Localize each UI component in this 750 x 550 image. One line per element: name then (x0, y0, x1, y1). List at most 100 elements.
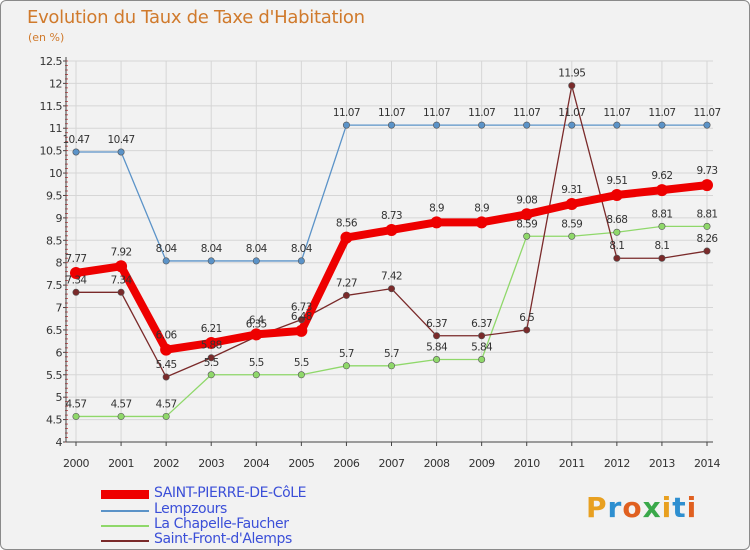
data-point-2 (703, 222, 711, 230)
data-label-3: 7.42 (381, 271, 402, 283)
data-point-0 (430, 216, 443, 229)
data-point-3 (387, 285, 395, 293)
data-point-2 (297, 371, 305, 379)
data-label-3: 7.34 (66, 274, 88, 286)
chart-subtitle: (en %) (28, 31, 65, 44)
data-point-0 (475, 216, 488, 229)
y-tick-label: 7.5 (46, 279, 62, 292)
data-point-2 (478, 356, 486, 364)
data-point-3 (613, 254, 621, 262)
data-label-2: 8.59 (516, 218, 537, 230)
data-point-0 (385, 223, 398, 236)
data-labels: 7.77 7.92 6.06 6.21 6.4 6.48 8.56 8.73 8.9 8.9 9.0… (62, 68, 721, 411)
y-tick-label: 6.5 (46, 324, 62, 337)
y-tick-label: 9 (56, 212, 63, 225)
data-label-3: 11.95 (558, 68, 585, 80)
data-label-0: 8.56 (336, 218, 358, 230)
data-label-0: 6.48 (291, 311, 312, 323)
data-point-2 (252, 371, 260, 379)
data-point-3 (207, 354, 215, 362)
data-point-0 (565, 197, 578, 210)
series-markers (70, 82, 713, 420)
data-label-2: 4.57 (156, 398, 177, 410)
legend-swatch-saint-front (101, 540, 149, 542)
legend-swatch-la-chapelle (101, 525, 149, 527)
data-point-3 (342, 291, 350, 299)
x-tick-label: 2003 (198, 457, 224, 470)
data-label-2: 5.5 (249, 357, 264, 369)
data-point-2 (523, 232, 531, 240)
data-point-2 (117, 412, 125, 420)
data-point-2 (207, 371, 215, 379)
data-label-0: 9.31 (561, 184, 582, 196)
logo-letter: i (661, 491, 673, 524)
data-point-1 (252, 257, 260, 265)
data-label-3: 6.5 (519, 312, 534, 324)
logo-letter: t (672, 491, 687, 524)
data-label-3: 6.37 (426, 318, 447, 330)
data-label-0: 8.9 (429, 202, 444, 214)
data-point-3 (433, 332, 441, 340)
x-tick-label: 2013 (649, 457, 675, 470)
data-point-0 (655, 184, 668, 197)
data-point-0 (70, 267, 82, 280)
data-label-2: 5.5 (294, 357, 309, 369)
proxiti-logo: Proxiti (586, 491, 697, 524)
data-label-1: 8.04 (201, 243, 223, 255)
y-tick-label: 10.5 (40, 145, 63, 158)
data-label-0: 9.62 (651, 170, 672, 182)
y-tick-label: 5 (56, 391, 63, 404)
data-label-2: 5.84 (471, 342, 493, 354)
y-tick-label: 10 (49, 167, 62, 180)
data-label-0: 9.73 (697, 165, 718, 177)
data-point-1 (342, 121, 350, 129)
data-point-0 (295, 324, 308, 337)
data-label-2: 8.59 (561, 218, 582, 230)
data-label-2: 5.5 (204, 357, 219, 369)
data-label-3: 7.27 (336, 277, 357, 289)
x-tick-label: 2000 (63, 457, 89, 470)
data-label-2: 8.68 (606, 214, 627, 226)
y-tick-label: 6 (56, 346, 63, 359)
data-label-3: 8.26 (697, 233, 719, 245)
data-label-0: 9.08 (516, 194, 537, 206)
data-point-2 (162, 412, 170, 420)
data-point-3 (703, 247, 711, 255)
x-tick-label: 2008 (424, 457, 450, 470)
data-label-1: 11.07 (648, 107, 675, 119)
data-label-1: 11.07 (423, 107, 450, 119)
x-tick-label: 2007 (379, 457, 405, 470)
data-point-1 (703, 121, 711, 129)
data-label-1: 10.47 (108, 134, 135, 146)
y-tick-label: 11 (49, 122, 62, 135)
legend-label-lempzours: Lempzours (154, 501, 227, 517)
data-point-2 (658, 222, 666, 230)
y-tick-label: 12.5 (40, 55, 63, 68)
data-point-1 (297, 257, 305, 265)
data-point-1 (387, 121, 395, 129)
y-tick-label: 8 (56, 257, 63, 270)
data-point-2 (613, 228, 621, 236)
x-tick-label: 2001 (108, 457, 134, 470)
data-label-2: 8.81 (697, 208, 718, 220)
data-point-3 (72, 288, 80, 296)
data-label-1: 11.07 (333, 107, 360, 119)
data-point-2 (568, 232, 576, 240)
data-label-1: 11.07 (558, 107, 585, 119)
data-label-2: 4.57 (111, 398, 132, 410)
data-point-1 (613, 121, 621, 129)
data-label-2: 5.84 (426, 342, 448, 354)
data-label-0: 8.73 (381, 210, 402, 222)
data-label-3: 6.37 (471, 318, 492, 330)
x-tick-label: 2004 (243, 457, 269, 470)
data-label-1: 8.04 (156, 243, 178, 255)
legend-swatch-lempzours (101, 510, 149, 512)
data-point-3 (117, 288, 125, 296)
data-point-2 (433, 356, 441, 364)
data-label-1: 11.07 (513, 107, 540, 119)
data-point-1 (162, 257, 170, 265)
legend-label-saint-pierre: SAINT-PIERRE-DE-CôLE (154, 485, 307, 501)
y-tick-label: 12 (49, 77, 62, 90)
data-point-3 (658, 254, 666, 262)
data-label-1: 11.07 (693, 107, 720, 119)
